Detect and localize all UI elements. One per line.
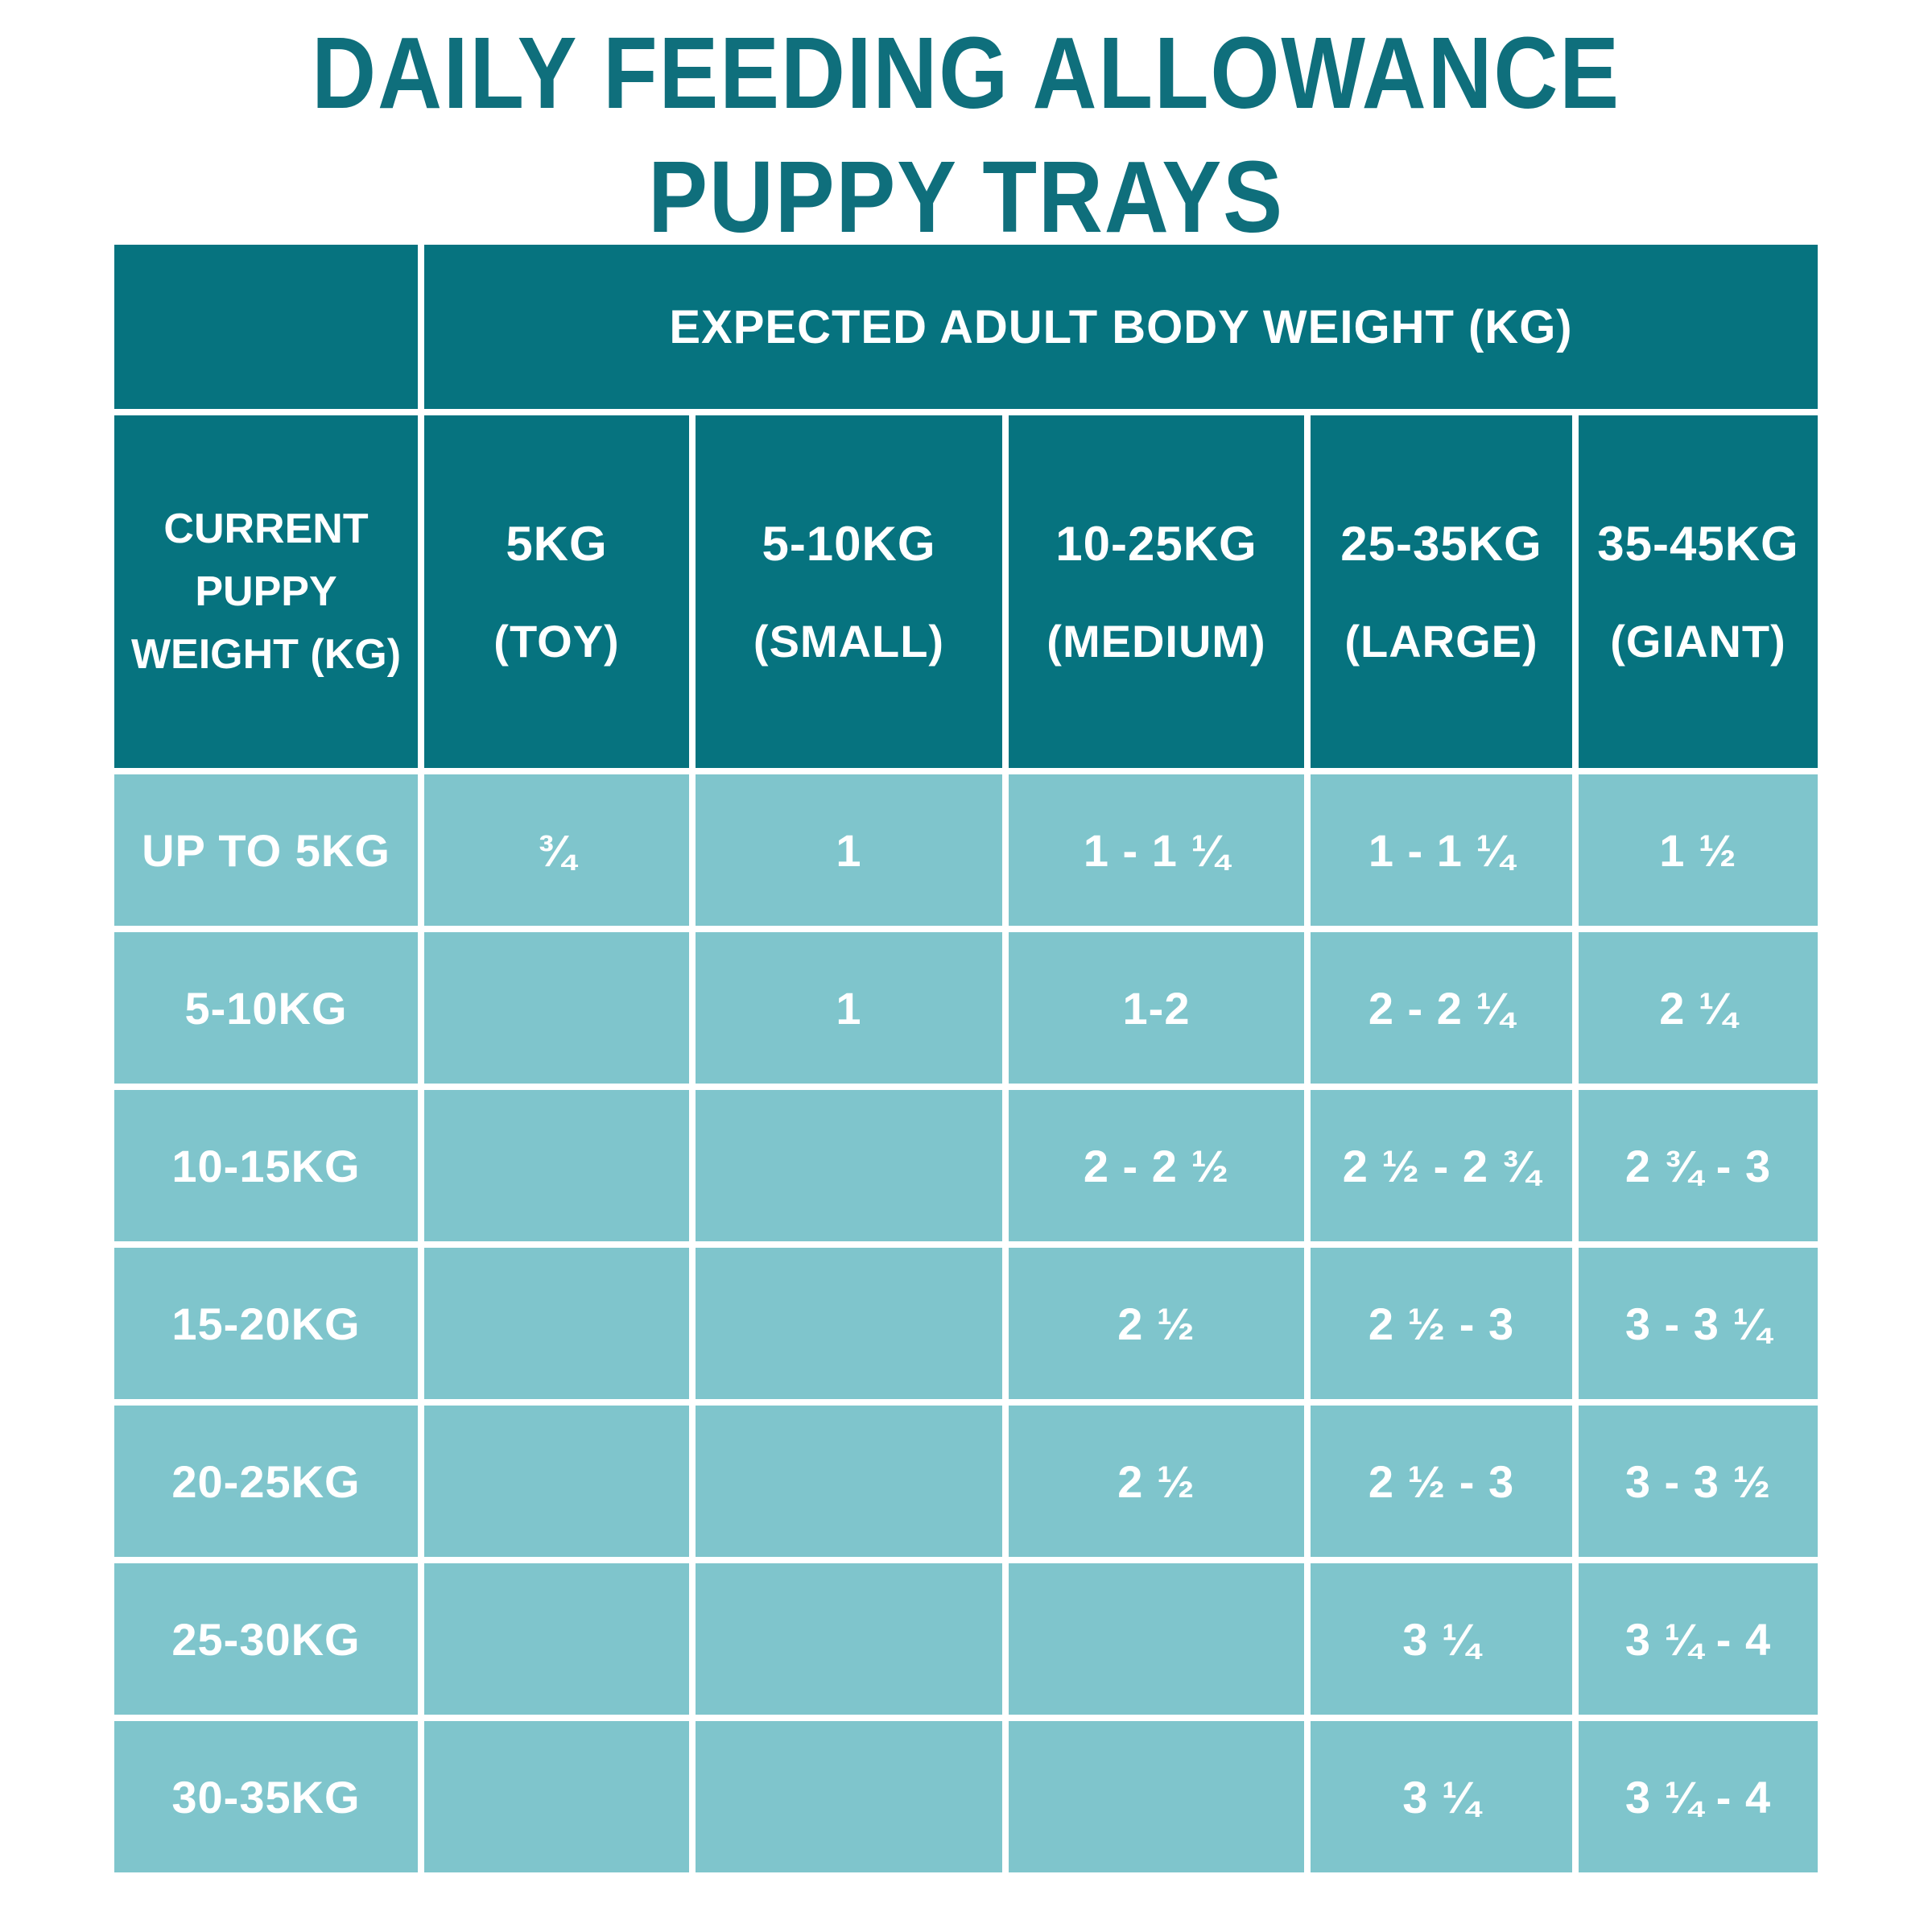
value-cell (1009, 1721, 1304, 1872)
value-cell: 3 - 3 ½ (1579, 1406, 1818, 1557)
value-cell: 1 - 1 ¼ (1311, 774, 1572, 926)
value-cell (696, 1248, 1002, 1399)
page-title: DAILY FEEDING ALLOWANCE PUPPY TRAYS (0, 11, 1932, 258)
row-label-cell: 10-15KG (114, 1090, 418, 1241)
value-cell (424, 1248, 689, 1399)
col-header-size: (SMALL) (753, 616, 945, 667)
row-label-cell: UP TO 5KG (114, 774, 418, 926)
col-header-cell-large: 25-35KG (LARGE) (1311, 415, 1572, 768)
value-cell: 3 ¼ - 4 (1579, 1563, 1818, 1715)
col-header-cell-toy: 5KG (TOY) (424, 415, 689, 768)
value-cell (696, 1406, 1002, 1557)
col-header-weight: 25-35KG (1340, 517, 1542, 571)
value-cell: 3 ¼ (1311, 1563, 1572, 1715)
value-cell (1009, 1563, 1304, 1715)
value-cell: 2 ¼ (1579, 932, 1818, 1084)
row-label-cell: 5-10KG (114, 932, 418, 1084)
col-header-weight: 5-10KG (762, 517, 936, 571)
value-cell: 3 ¼ - 4 (1579, 1721, 1818, 1872)
corner-cell (114, 245, 418, 409)
row-header-title-cell: CURRENT PUPPY WEIGHT (KG) (114, 415, 418, 768)
title-line-1: DAILY FEEDING ALLOWANCE (312, 16, 1620, 130)
row-label-cell: 25-30KG (114, 1563, 418, 1715)
value-cell: 2 ½ - 3 (1311, 1406, 1572, 1557)
row-label-cell: 20-25KG (114, 1406, 418, 1557)
value-cell (696, 1563, 1002, 1715)
col-header-weight: 10-25KG (1055, 517, 1257, 571)
value-cell: 1 - 1 ¼ (1009, 774, 1304, 926)
row-label-cell: 15-20KG (114, 1248, 418, 1399)
value-cell (424, 1721, 689, 1872)
value-cell: 1 (696, 932, 1002, 1084)
col-header-cell-medium: 10-25KG (MEDIUM) (1009, 415, 1304, 768)
col-header-size: (GIANT) (1610, 616, 1786, 667)
value-cell (696, 1090, 1002, 1241)
col-header-cell-small: 5-10KG (SMALL) (696, 415, 1002, 768)
col-header-size: (MEDIUM) (1046, 616, 1266, 667)
value-cell: 2 ½ - 2 ¾ (1311, 1090, 1572, 1241)
value-cell: 1 ½ (1579, 774, 1818, 926)
col-header-size: (TOY) (493, 616, 620, 667)
feeding-table: EXPECTED ADULT BODY WEIGHT (KG) CURRENT … (114, 245, 1818, 1872)
value-cell: 2 ½ (1009, 1406, 1304, 1557)
top-header-cell: EXPECTED ADULT BODY WEIGHT (KG) (424, 245, 1818, 409)
value-cell: ¾ (424, 774, 689, 926)
value-cell: 2 - 2 ½ (1009, 1090, 1304, 1241)
value-cell (696, 1721, 1002, 1872)
value-cell: 2 ½ - 3 (1311, 1248, 1572, 1399)
value-cell: 2 ½ (1009, 1248, 1304, 1399)
title-line-2: PUPPY TRAYS (648, 139, 1284, 254)
col-header-weight: 5KG (506, 517, 608, 571)
value-cell: 3 ¼ (1311, 1721, 1572, 1872)
col-header-weight: 35-45KG (1597, 517, 1799, 571)
value-cell: 1 (696, 774, 1002, 926)
value-cell (424, 932, 689, 1084)
value-cell (424, 1563, 689, 1715)
row-label-cell: 30-35KG (114, 1721, 418, 1872)
value-cell: 2 ¾ - 3 (1579, 1090, 1818, 1241)
col-header-cell-giant: 35-45KG (GIANT) (1579, 415, 1818, 768)
col-header-size: (LARGE) (1344, 616, 1538, 667)
value-cell: 1-2 (1009, 932, 1304, 1084)
value-cell: 2 - 2 ¼ (1311, 932, 1572, 1084)
value-cell (424, 1406, 689, 1557)
value-cell (424, 1090, 689, 1241)
value-cell: 3 - 3 ¼ (1579, 1248, 1818, 1399)
